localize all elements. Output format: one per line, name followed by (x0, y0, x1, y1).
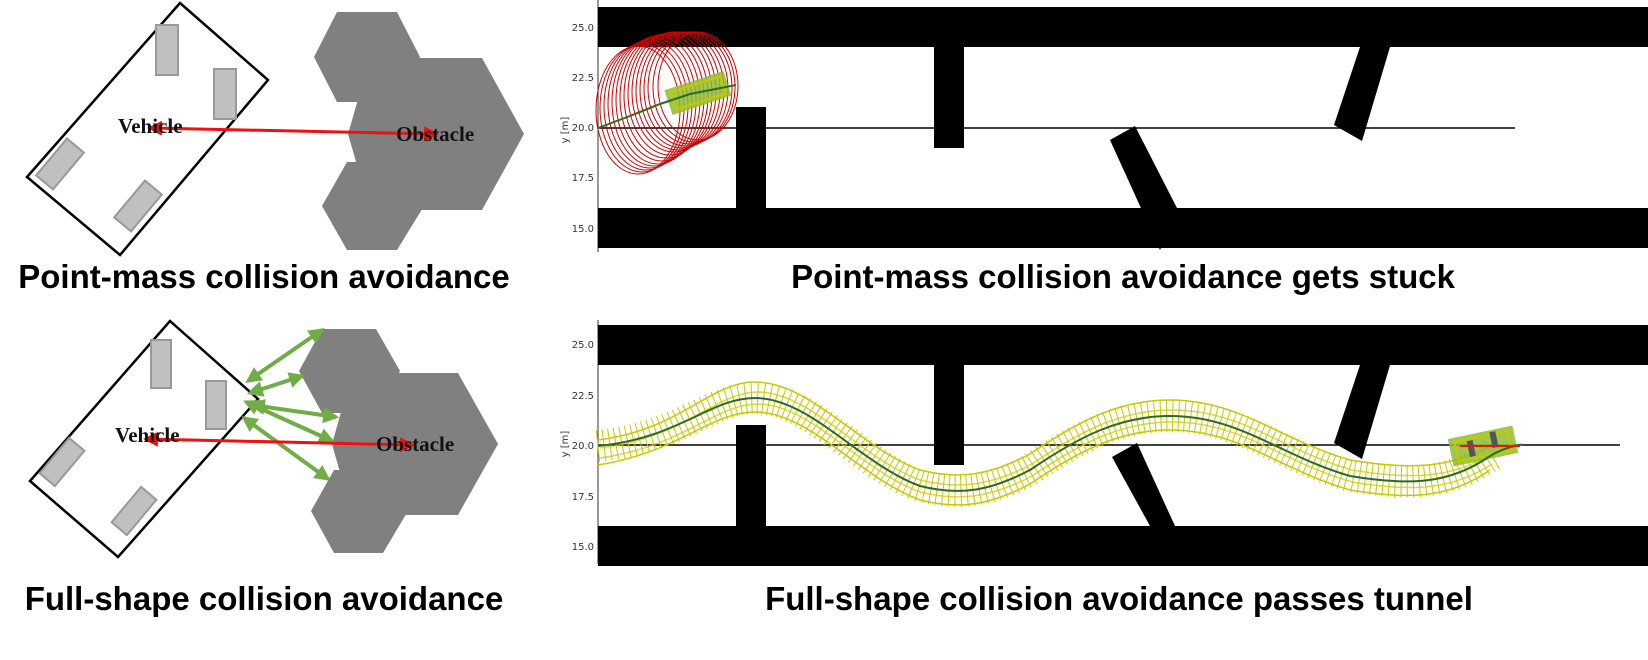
y-tick-label: 20.0 (572, 441, 594, 452)
y-axis-label: y [m] (560, 117, 571, 144)
tunnel-obstacles (736, 365, 1390, 526)
full-shape-diagram: Vehicle Obstacle (28, 319, 498, 559)
y-tick-label: 17.5 (572, 173, 594, 184)
caption-pass: Full-shape collision avoidance passes tu… (765, 580, 1473, 617)
stuck-simulation-plot: 25.0 22.5 20.0 17.5 15.0 y [m] (560, 0, 1648, 252)
tunnel-walls (598, 325, 1648, 566)
y-tick-label: 22.5 (572, 391, 594, 402)
y-tick-label: 15.0 (572, 542, 594, 553)
caption-full-shape: Full-shape collision avoidance (24, 580, 504, 617)
y-tick-label: 25.0 (572, 340, 594, 351)
point-distance-arrow (147, 120, 439, 142)
point-mass-diagram: Vehicle Obstacle (25, 1, 524, 257)
vehicle-label: Vehicle (118, 114, 183, 138)
point-distance-arrow-full (143, 431, 415, 453)
point-mass-circles (595, 31, 739, 175)
vehicle-label-full: Vehicle (115, 423, 180, 447)
obstacle-shape-full (299, 329, 498, 553)
y-tick-label: 25.0 (572, 23, 594, 34)
y-tick-label: 22.5 (572, 73, 594, 84)
obstacle-label: Obstacle (396, 122, 474, 146)
y-axis-ticks-bottom: 25.0 22.5 20.0 17.5 15.0 (572, 340, 594, 553)
pass-simulation-plot: 25.0 22.5 20.0 17.5 15.0 y [m] (560, 320, 1648, 566)
pass-path (597, 396, 1523, 492)
y-tick-label: 17.5 (572, 492, 594, 503)
y-axis-ticks: 25.0 22.5 20.0 17.5 15.0 (572, 23, 594, 235)
caption-stuck: Point-mass collision avoidance gets stuc… (791, 258, 1455, 295)
y-tick-label: 15.0 (572, 224, 594, 235)
y-tick-label: 20.0 (572, 123, 594, 134)
y-axis-label: y [m] (560, 431, 571, 458)
tunnel-obstacles (736, 47, 1390, 250)
tunnel-walls (598, 7, 1648, 248)
stuck-path (597, 84, 737, 129)
obstacle-label-full: Obstacle (376, 432, 454, 456)
caption-point-mass: Point-mass collision avoidance (18, 258, 510, 295)
